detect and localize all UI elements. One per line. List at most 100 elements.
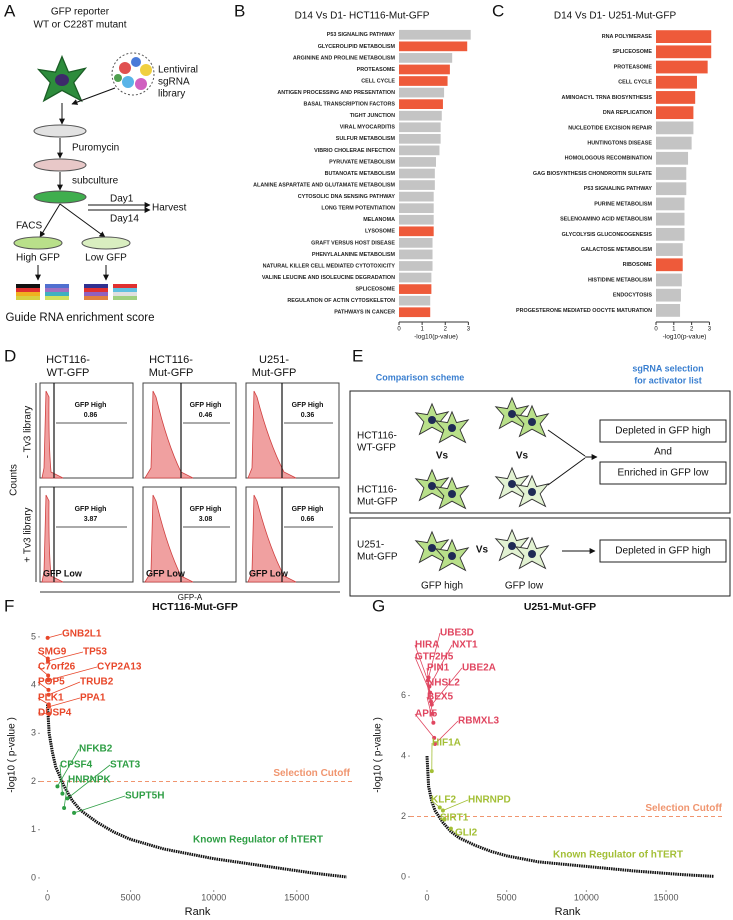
gene-point bbox=[437, 805, 442, 810]
category-label: CELL CYCLE bbox=[361, 78, 395, 84]
gate-value: 0.66 bbox=[301, 516, 315, 523]
bar bbox=[399, 191, 434, 202]
leader-line bbox=[63, 779, 69, 809]
category-label: VIRAL MYOCARDITIS bbox=[340, 125, 396, 131]
category-label: GALACTOSE METABOLISM bbox=[581, 247, 653, 253]
category-label: NUCLEOTIDE EXCISION REPAIR bbox=[568, 125, 652, 131]
gene-point bbox=[65, 796, 70, 801]
x-tick-label: 10000 bbox=[574, 892, 599, 902]
regulator-note: Known Regulator of hTERT bbox=[193, 835, 323, 846]
category-label: PHENYLALANINE METABOLISM bbox=[312, 252, 396, 258]
gene-label: HNRNPD bbox=[468, 795, 511, 806]
y-tick-label: 2 bbox=[31, 776, 36, 786]
x-axis-label: Rank bbox=[555, 906, 581, 918]
category-label: GRAFT VERSUS HOST DISEASE bbox=[311, 240, 395, 246]
label: Mut-GFP bbox=[357, 552, 398, 563]
frame bbox=[599, 461, 727, 485]
category-label: HUNTINGTONS DISEASE bbox=[587, 141, 652, 147]
gene-label: TRUB2 bbox=[80, 677, 114, 688]
category-label: BUTANOATE METABOLISM bbox=[325, 171, 396, 177]
category-label: P53 SIGNALING PATHWAY bbox=[327, 32, 396, 38]
arrow bbox=[71, 87, 116, 105]
bar bbox=[399, 157, 436, 167]
bar bbox=[656, 30, 712, 43]
gene-point bbox=[46, 704, 51, 709]
label: FACS bbox=[16, 221, 42, 232]
row-label: - Tv3 library bbox=[23, 406, 34, 459]
gate-value: 0.46 bbox=[199, 412, 213, 419]
frame bbox=[349, 517, 731, 597]
label: Vs bbox=[516, 451, 529, 462]
bar bbox=[399, 168, 435, 179]
label: Enriched in GFP low bbox=[618, 468, 710, 479]
histogram bbox=[41, 494, 64, 583]
category-label: SPLICEOSOME bbox=[612, 49, 652, 55]
x-tick-label: 2 bbox=[444, 327, 448, 333]
x-tick-label: 1 bbox=[672, 327, 676, 333]
bar bbox=[656, 243, 683, 256]
x-tick-label: 0 bbox=[397, 327, 401, 333]
bar bbox=[399, 110, 442, 121]
leader-line bbox=[37, 666, 49, 676]
category-label: ANTIGEN PROCESSING AND PRESENTATION bbox=[277, 90, 395, 96]
bar bbox=[656, 106, 694, 120]
label: Day1 bbox=[110, 194, 134, 205]
gene-label: PIN1 bbox=[427, 663, 450, 674]
leader-line bbox=[59, 764, 63, 794]
x-tick-label: 0 bbox=[45, 892, 50, 902]
bar bbox=[399, 122, 441, 133]
gene-point bbox=[440, 808, 445, 813]
y-tick-label: 2 bbox=[401, 811, 406, 821]
leader-line bbox=[434, 720, 459, 745]
gate-label: GFP High bbox=[292, 506, 324, 513]
leader-line bbox=[48, 666, 98, 681]
histogram bbox=[247, 494, 297, 583]
y-tick-label: 4 bbox=[401, 750, 406, 760]
panel-label: C bbox=[492, 1, 504, 20]
cutoff-label: Selection Cutoff bbox=[645, 803, 722, 814]
label: GFP high bbox=[421, 581, 463, 592]
gene-label: PLK1 bbox=[38, 693, 64, 704]
gate-label: GFP High bbox=[75, 402, 107, 409]
category-label: NATURAL KILLER CELL MEDIATED CYTOTOXICIT… bbox=[263, 263, 396, 269]
chart-title: D14 Vs D1- U251-Mut-GFP bbox=[554, 11, 677, 22]
bar bbox=[656, 136, 692, 150]
gene-point bbox=[431, 720, 436, 725]
gate-label: GFP High bbox=[75, 506, 107, 513]
bar bbox=[399, 53, 453, 63]
bar bbox=[656, 60, 708, 74]
category-label: ENDOCYTOSIS bbox=[613, 293, 653, 299]
y-tick-label: 5 bbox=[31, 631, 36, 641]
column-label: HCT116- bbox=[46, 354, 90, 366]
gene-label: GTF2H5 bbox=[415, 652, 454, 663]
cutoff-label: Selection Cutoff bbox=[273, 768, 350, 779]
gene-label: SIRT1 bbox=[440, 813, 469, 824]
label: for activator list bbox=[634, 375, 702, 385]
gene-label: SUPT5H bbox=[125, 791, 164, 802]
category-label: PYRUVATE METABOLISM bbox=[329, 159, 395, 165]
category-label: LONG TERM POTENTIATION bbox=[321, 206, 395, 212]
label: sgRNA bbox=[158, 77, 190, 88]
panel-d: Counts - Tv3 library + Tv3 library GFP-A… bbox=[9, 354, 340, 602]
category-label: TIGHT JUNCTION bbox=[350, 113, 395, 119]
frame bbox=[599, 419, 727, 443]
leader-line bbox=[47, 633, 63, 639]
gene-point bbox=[426, 675, 431, 680]
gene-label: RBMXL3 bbox=[458, 716, 500, 727]
category-label: CYTOSOLIC DNA SENSING PATHWAY bbox=[298, 194, 396, 200]
gene-point bbox=[432, 735, 437, 740]
dish bbox=[81, 236, 131, 250]
gene-point bbox=[432, 741, 437, 746]
leader-line bbox=[67, 764, 111, 799]
label: And bbox=[654, 447, 672, 458]
gate-label: GFP Low bbox=[43, 568, 83, 578]
category-label: GLYCEROLIPID METABOLISM bbox=[318, 44, 396, 50]
bar bbox=[656, 182, 687, 196]
y-tick-label: 0 bbox=[31, 872, 36, 882]
x-tick-label: 1 bbox=[420, 327, 424, 333]
x-tick-label: 5000 bbox=[497, 892, 517, 902]
bar bbox=[656, 258, 683, 272]
panel-label: F bbox=[4, 596, 14, 615]
